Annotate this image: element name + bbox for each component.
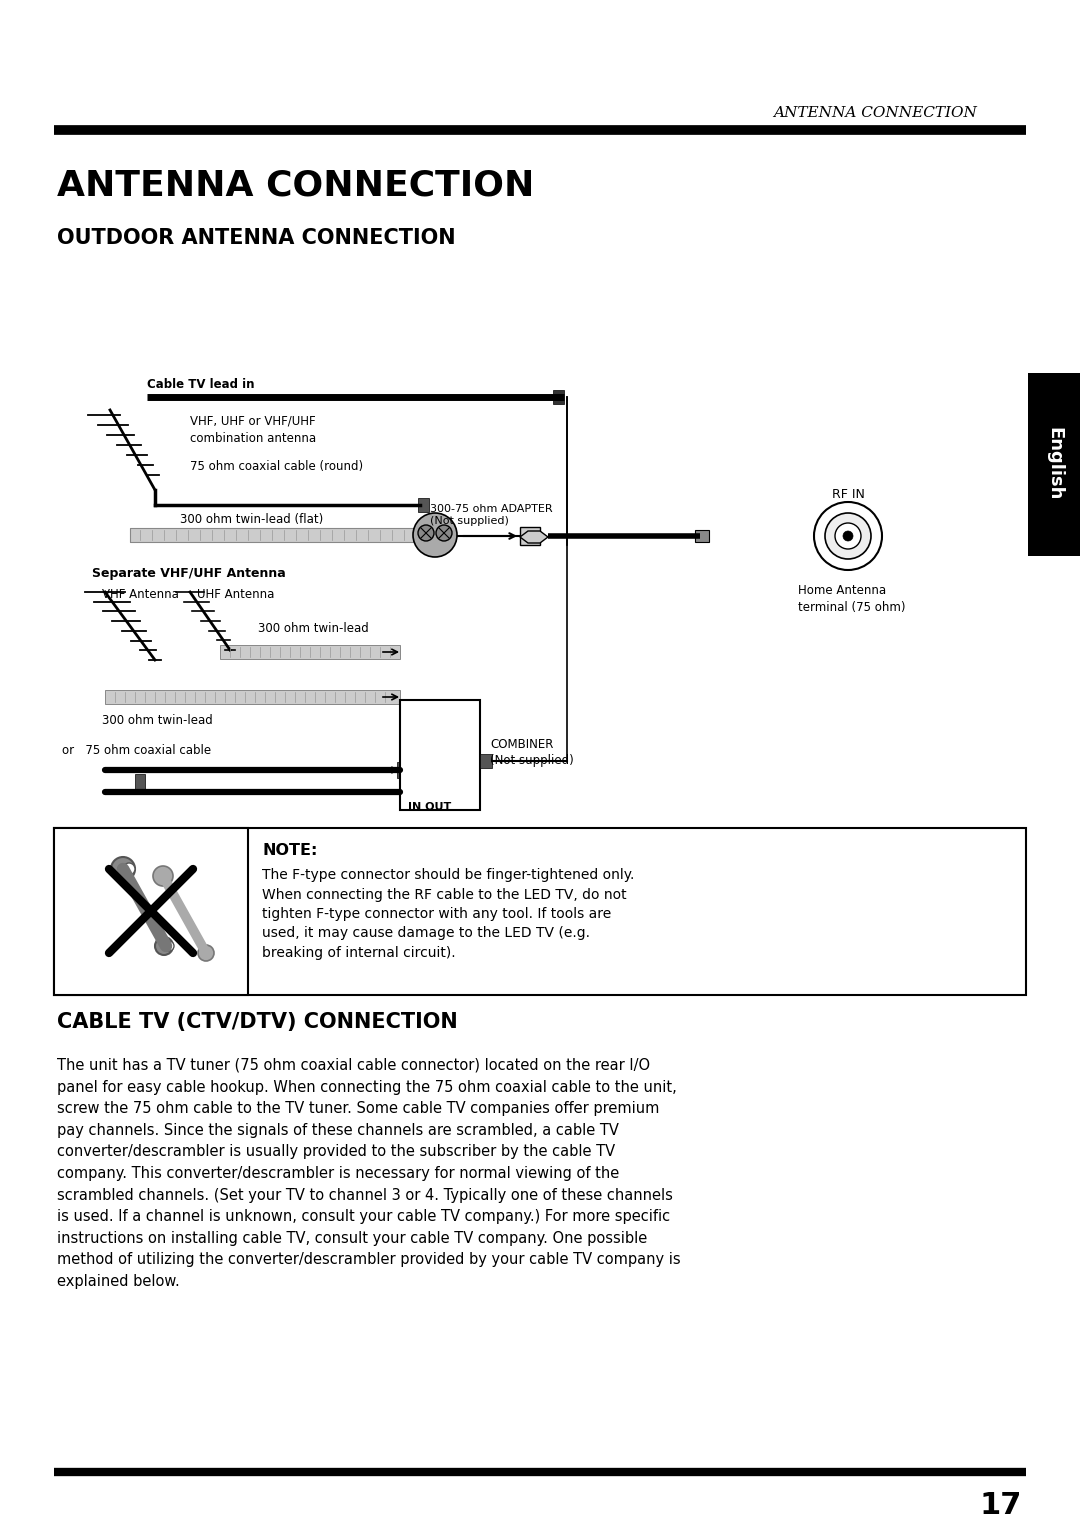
Bar	[54, 829, 1026, 995]
Text: 300 ohm twin-lead: 300 ohm twin-lead	[258, 621, 368, 635]
Text: VHF Antenna: VHF Antenna	[102, 589, 179, 601]
Text: or   75 ohm coaxial cable: or 75 ohm coaxial cable	[62, 743, 211, 757]
Bar	[220, 645, 400, 659]
Circle shape	[111, 856, 135, 881]
Text: 300-75 ohm ADAPTER
(Not supplied): 300-75 ohm ADAPTER (Not supplied)	[430, 503, 553, 526]
Circle shape	[835, 523, 861, 549]
Bar	[553, 390, 564, 404]
Text: ANTENNA CONNECTION: ANTENNA CONNECTION	[773, 106, 977, 119]
Text: Separate VHF/UHF Antenna: Separate VHF/UHF Antenna	[92, 567, 286, 579]
Bar	[1028, 373, 1080, 557]
Bar	[135, 774, 145, 790]
Bar	[696, 531, 708, 541]
Circle shape	[825, 514, 870, 560]
Bar	[105, 690, 400, 703]
Bar	[54, 829, 248, 995]
Text: ANTENNA CONNECTION: ANTENNA CONNECTION	[57, 168, 535, 202]
Bar	[400, 700, 480, 810]
Text: OUTDOOR ANTENNA CONNECTION: OUTDOOR ANTENNA CONNECTION	[57, 228, 456, 248]
Text: Cable TV lead in: Cable TV lead in	[147, 378, 255, 391]
Circle shape	[164, 940, 174, 951]
Text: 300 ohm twin-lead: 300 ohm twin-lead	[102, 714, 213, 726]
Polygon shape	[519, 531, 548, 543]
Text: 17: 17	[980, 1491, 1022, 1520]
Text: RF IN: RF IN	[832, 488, 864, 500]
Circle shape	[814, 502, 882, 570]
Text: 300 ohm twin-lead (flat): 300 ohm twin-lead (flat)	[180, 514, 323, 526]
Text: COMBINER
(Not supplied): COMBINER (Not supplied)	[490, 739, 573, 768]
Bar	[130, 528, 420, 541]
Text: The F-type connector should be finger-tightened only.
When connecting the RF cab: The F-type connector should be finger-ti…	[262, 868, 634, 960]
Circle shape	[436, 524, 453, 541]
Circle shape	[418, 524, 434, 541]
Circle shape	[156, 937, 173, 956]
Circle shape	[413, 514, 457, 557]
Bar	[519, 528, 540, 544]
Text: VHF, UHF or VHF/UHF
combination antenna: VHF, UHF or VHF/UHF combination antenna	[190, 414, 316, 445]
Circle shape	[198, 945, 214, 962]
Circle shape	[153, 865, 173, 885]
Bar	[418, 498, 429, 512]
Text: 75 ohm coaxial cable (round): 75 ohm coaxial cable (round)	[190, 460, 363, 472]
Text: IN OUT: IN OUT	[408, 803, 451, 812]
Circle shape	[843, 531, 853, 541]
Text: English: English	[1045, 427, 1063, 500]
Text: UHF Antenna: UHF Antenna	[197, 589, 274, 601]
Text: NOTE:: NOTE:	[262, 842, 318, 858]
Text: The unit has a TV tuner (75 ohm coaxial cable connector) located on the rear I/O: The unit has a TV tuner (75 ohm coaxial …	[57, 1058, 680, 1289]
Text: CABLE TV (CTV/DTV) CONNECTION: CABLE TV (CTV/DTV) CONNECTION	[57, 1012, 458, 1032]
Circle shape	[123, 862, 135, 875]
Text: Home Antenna
terminal (75 ohm): Home Antenna terminal (75 ohm)	[798, 584, 905, 613]
Bar	[480, 754, 492, 768]
Bar	[397, 761, 407, 778]
